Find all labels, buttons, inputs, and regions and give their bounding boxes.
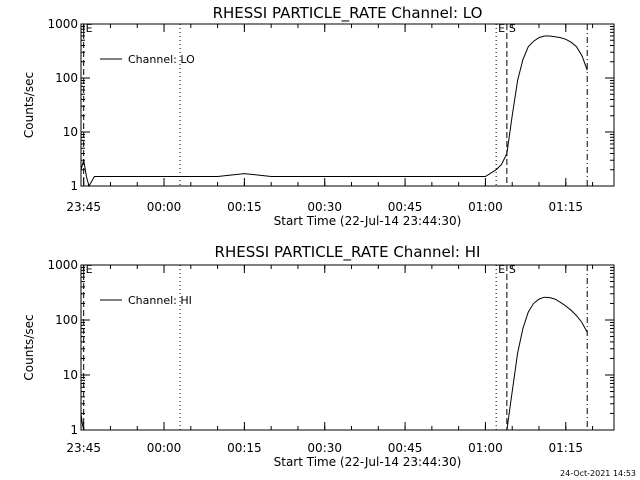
x-tick-label: 00:30: [307, 200, 342, 214]
y-tick-label: 10: [63, 125, 78, 139]
x-tick-label: 23:45: [66, 200, 101, 214]
y-axis-label: Counts/sec: [22, 72, 36, 138]
x-tick-label: 00:45: [388, 200, 423, 214]
x-tick-label: 00:00: [147, 441, 182, 455]
y-tick-label: 1: [70, 179, 78, 193]
y-tick-label: 10: [63, 368, 78, 382]
chart-panel-lo: RHESSI PARTICLE_RATE Channel: LO 1 10 100 10…: [22, 4, 615, 228]
y-tick-label: 100: [55, 313, 78, 327]
x-tick-label: 00:45: [388, 441, 423, 455]
plot-frame: [80, 264, 615, 431]
event-marker-label: E: [498, 22, 505, 35]
x-tick-label: 01:00: [468, 441, 503, 455]
x-tick-label: 00:15: [227, 200, 262, 214]
chart-title: RHESSI PARTICLE_RATE Channel: LO: [213, 4, 483, 23]
series-line: [80, 296, 588, 431]
event-marker-label: S: [509, 22, 516, 35]
y-tick-label: 1000: [47, 17, 78, 31]
chart-title: RHESSI PARTICLE_RATE Channel: HI: [215, 243, 481, 262]
x-tick-label: 01:00: [468, 200, 503, 214]
y-tick-label: 1: [70, 423, 78, 437]
x-tick-label: 00:30: [307, 441, 342, 455]
x-axis-label: Start Time (22-Jul-14 23:44:30): [274, 455, 462, 469]
plot-frame: [80, 23, 615, 187]
y-tick-label: 100: [55, 71, 78, 85]
x-tick-label: 23:45: [66, 441, 101, 455]
y-tick-label: 1000: [47, 258, 78, 272]
legend-label: Channel: HI: [128, 294, 192, 307]
event-marker-label: E: [86, 263, 93, 276]
x-tick-label: 01:15: [548, 200, 583, 214]
x-tick-label: 01:15: [548, 441, 583, 455]
x-tick-label: 00:00: [147, 200, 182, 214]
series-line: [80, 35, 588, 188]
x-axis-label: Start Time (22-Jul-14 23:44:30): [274, 214, 462, 228]
chart-panel-hi: RHESSI PARTICLE_RATE Channel: HI 1 10 100 10…: [22, 243, 615, 469]
generation-timestamp: 24-Oct-2021 14:53: [560, 469, 636, 478]
legend-label: Channel: LO: [128, 53, 195, 66]
x-tick-label: 00:15: [227, 441, 262, 455]
event-marker-label: E: [498, 263, 505, 276]
event-marker-label: E: [86, 22, 93, 35]
event-marker-label: S: [509, 263, 516, 276]
y-axis-label: Counts/sec: [22, 314, 36, 380]
